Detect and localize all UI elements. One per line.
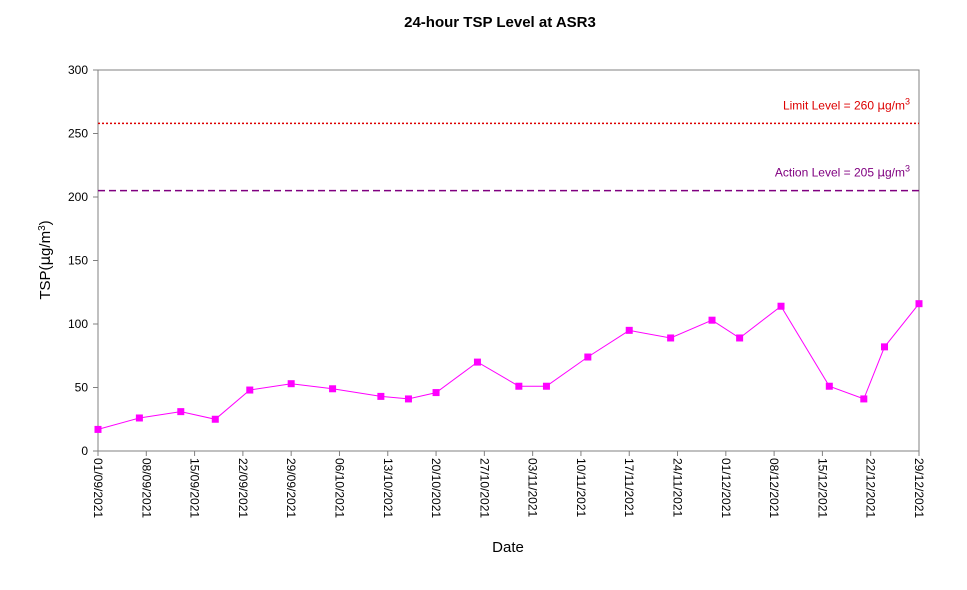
data-point — [94, 425, 102, 433]
x-tick-label: 20/10/2021 — [429, 458, 443, 518]
series-line — [97, 303, 920, 430]
x-tick-label: 06/10/2021 — [332, 458, 346, 518]
data-point — [542, 382, 550, 390]
reference-line-label: Action Level = 205 μg/m3 — [775, 164, 910, 180]
data-point — [777, 302, 785, 310]
data-point — [432, 389, 440, 397]
reference-label-mu: μ — [877, 166, 885, 180]
x-tick-label: 15/12/2021 — [815, 458, 829, 518]
data-point — [135, 414, 143, 422]
data-point — [584, 353, 592, 361]
y-axis-label: TSP(μg/m3) — [36, 220, 54, 299]
data-point — [736, 334, 744, 342]
reference-label-unit: g/m — [885, 98, 905, 112]
x-axis: 01/09/2021 08/09/2021 15/09/2021 22/09/2021… — [91, 451, 926, 518]
y-axis-label-mu: μ — [36, 255, 54, 265]
x-tick-label: 22/09/2021 — [236, 458, 250, 518]
y-tick-label: 100 — [68, 317, 88, 331]
y-tick-label: 50 — [75, 381, 89, 395]
data-point — [211, 415, 219, 423]
x-tick-label: 29/12/2021 — [912, 458, 926, 518]
y-axis: 0 50 100 150 200 250 300 — [68, 63, 98, 458]
data-point — [404, 395, 412, 403]
reference-label-text: Limit Level = 260 — [783, 98, 877, 112]
data-point — [329, 385, 337, 393]
y-tick-label: 0 — [81, 444, 88, 458]
plot-area — [97, 69, 920, 452]
x-tick-label: 17/11/2021 — [622, 458, 636, 517]
x-tick-label: 27/10/2021 — [477, 458, 491, 518]
reference-line-label: Limit Level = 260 μg/m3 — [783, 96, 910, 112]
x-tick-label: 01/12/2021 — [719, 458, 733, 518]
chart-title: 24-hour TSP Level at ASR3 — [404, 14, 596, 31]
data-point — [287, 380, 295, 388]
y-axis-label-sup: 3 — [37, 225, 48, 231]
plot-frame — [97, 69, 920, 452]
y-tick-label: 150 — [68, 254, 88, 268]
x-tick-label: 03/11/2021 — [526, 458, 540, 517]
x-tick-label: 24/11/2021 — [671, 458, 685, 517]
reference-label-mu: μ — [877, 98, 885, 112]
data-point — [473, 358, 481, 366]
data-point — [246, 386, 254, 394]
data-point — [377, 392, 385, 400]
y-axis-label-unit: g/m — [37, 231, 54, 256]
y-axis-label-main: TSP( — [37, 265, 54, 299]
data-point — [825, 382, 833, 390]
reference-label-text: Action Level = 205 — [775, 166, 877, 180]
x-tick-label: 13/10/2021 — [381, 458, 395, 518]
data-point — [915, 300, 923, 308]
data-point — [881, 343, 889, 351]
series-line-group — [97, 303, 920, 430]
x-tick-label: 01/09/2021 — [91, 458, 105, 518]
y-tick-label: 300 — [68, 63, 88, 77]
data-point — [860, 395, 868, 403]
x-tick-label: 08/12/2021 — [767, 458, 781, 518]
series-points-group — [94, 300, 923, 433]
data-point — [177, 408, 185, 416]
x-tick-label: 22/12/2021 — [864, 458, 878, 518]
reference-label-sup: 3 — [905, 96, 910, 106]
y-axis-label-close: ) — [37, 220, 54, 225]
x-tick-label: 08/09/2021 — [139, 458, 153, 518]
x-tick-label: 10/11/2021 — [574, 458, 588, 517]
data-point — [515, 382, 523, 390]
x-tick-label: 15/09/2021 — [188, 458, 202, 518]
reference-label-unit: g/m — [885, 166, 905, 180]
data-point — [708, 316, 716, 324]
y-tick-label: 200 — [68, 190, 88, 204]
data-point — [667, 334, 675, 342]
reference-label-sup: 3 — [905, 164, 910, 174]
x-axis-label: Date — [492, 539, 524, 556]
x-tick-label: 29/09/2021 — [284, 458, 298, 518]
data-point — [625, 326, 633, 334]
y-tick-label: 250 — [68, 127, 88, 141]
